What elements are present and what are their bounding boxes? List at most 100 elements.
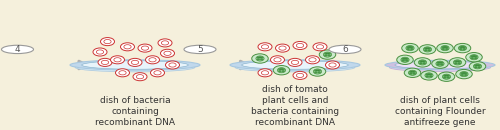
Ellipse shape bbox=[419, 62, 422, 64]
Ellipse shape bbox=[428, 49, 431, 51]
Ellipse shape bbox=[324, 52, 332, 57]
Ellipse shape bbox=[422, 62, 426, 64]
Circle shape bbox=[184, 45, 216, 54]
Ellipse shape bbox=[402, 60, 405, 62]
Ellipse shape bbox=[470, 57, 474, 59]
Ellipse shape bbox=[260, 57, 264, 58]
Ellipse shape bbox=[146, 56, 160, 64]
Ellipse shape bbox=[160, 49, 174, 57]
Ellipse shape bbox=[296, 43, 304, 48]
Ellipse shape bbox=[409, 71, 412, 73]
Ellipse shape bbox=[474, 64, 478, 66]
Circle shape bbox=[2, 45, 34, 54]
Ellipse shape bbox=[445, 48, 448, 50]
Ellipse shape bbox=[401, 57, 409, 62]
Ellipse shape bbox=[158, 39, 172, 47]
Ellipse shape bbox=[421, 60, 424, 62]
Ellipse shape bbox=[464, 72, 468, 74]
Ellipse shape bbox=[164, 51, 171, 55]
Ellipse shape bbox=[314, 70, 318, 72]
Ellipse shape bbox=[402, 58, 405, 60]
Ellipse shape bbox=[460, 72, 464, 74]
Ellipse shape bbox=[282, 70, 285, 72]
Text: 6: 6 bbox=[342, 45, 348, 54]
Ellipse shape bbox=[478, 66, 481, 68]
Polygon shape bbox=[70, 65, 200, 67]
Ellipse shape bbox=[119, 71, 126, 75]
Ellipse shape bbox=[440, 64, 444, 66]
Ellipse shape bbox=[445, 46, 448, 48]
Ellipse shape bbox=[419, 61, 422, 62]
Ellipse shape bbox=[464, 74, 468, 76]
Ellipse shape bbox=[306, 56, 320, 64]
Ellipse shape bbox=[474, 66, 478, 68]
Ellipse shape bbox=[136, 75, 143, 79]
Ellipse shape bbox=[429, 74, 432, 75]
Ellipse shape bbox=[326, 61, 340, 69]
Ellipse shape bbox=[324, 55, 328, 56]
Circle shape bbox=[329, 45, 361, 54]
Ellipse shape bbox=[405, 60, 408, 62]
Ellipse shape bbox=[460, 72, 468, 77]
Ellipse shape bbox=[438, 62, 442, 63]
Ellipse shape bbox=[70, 60, 200, 70]
Ellipse shape bbox=[258, 69, 272, 77]
Ellipse shape bbox=[442, 48, 445, 50]
Ellipse shape bbox=[444, 46, 446, 48]
Ellipse shape bbox=[419, 45, 436, 54]
Polygon shape bbox=[230, 65, 360, 67]
Ellipse shape bbox=[318, 70, 321, 72]
Ellipse shape bbox=[276, 44, 289, 52]
Ellipse shape bbox=[456, 69, 472, 79]
Ellipse shape bbox=[470, 55, 474, 57]
Text: dish of plant cells
containing Flounder
antifreeze gene: dish of plant cells containing Flounder … bbox=[394, 96, 486, 127]
Ellipse shape bbox=[456, 60, 459, 62]
Ellipse shape bbox=[328, 53, 331, 55]
Ellipse shape bbox=[75, 63, 195, 72]
Ellipse shape bbox=[116, 69, 130, 77]
Ellipse shape bbox=[278, 68, 281, 70]
Ellipse shape bbox=[252, 54, 268, 63]
Ellipse shape bbox=[441, 46, 449, 51]
Ellipse shape bbox=[318, 72, 321, 73]
Ellipse shape bbox=[466, 53, 482, 62]
Ellipse shape bbox=[292, 60, 298, 64]
Ellipse shape bbox=[110, 56, 124, 64]
Ellipse shape bbox=[446, 75, 450, 77]
Ellipse shape bbox=[425, 73, 433, 78]
Ellipse shape bbox=[293, 71, 307, 79]
Ellipse shape bbox=[235, 63, 355, 72]
Ellipse shape bbox=[438, 72, 455, 81]
Ellipse shape bbox=[329, 63, 336, 67]
Ellipse shape bbox=[309, 67, 326, 76]
Ellipse shape bbox=[242, 61, 348, 69]
Ellipse shape bbox=[262, 45, 268, 49]
Ellipse shape bbox=[454, 60, 462, 65]
Ellipse shape bbox=[474, 57, 478, 59]
Ellipse shape bbox=[149, 58, 156, 62]
Ellipse shape bbox=[409, 73, 412, 75]
Ellipse shape bbox=[82, 61, 188, 69]
Ellipse shape bbox=[458, 46, 466, 51]
Ellipse shape bbox=[296, 73, 304, 77]
Ellipse shape bbox=[114, 58, 121, 62]
Ellipse shape bbox=[410, 46, 414, 48]
Ellipse shape bbox=[258, 56, 262, 58]
Polygon shape bbox=[385, 65, 495, 67]
Ellipse shape bbox=[309, 58, 316, 62]
Ellipse shape bbox=[256, 57, 260, 58]
Ellipse shape bbox=[412, 71, 416, 73]
Ellipse shape bbox=[424, 49, 428, 51]
Ellipse shape bbox=[459, 48, 462, 50]
Text: dish of bacteria
containing
recombinant DNA: dish of bacteria containing recombinant … bbox=[95, 96, 175, 127]
Ellipse shape bbox=[314, 72, 318, 73]
Ellipse shape bbox=[404, 58, 406, 60]
Ellipse shape bbox=[230, 60, 360, 70]
Ellipse shape bbox=[320, 50, 336, 59]
Ellipse shape bbox=[449, 58, 466, 67]
Ellipse shape bbox=[169, 63, 176, 67]
Ellipse shape bbox=[397, 55, 413, 64]
Ellipse shape bbox=[460, 74, 464, 76]
Ellipse shape bbox=[411, 71, 414, 73]
Ellipse shape bbox=[424, 48, 428, 49]
